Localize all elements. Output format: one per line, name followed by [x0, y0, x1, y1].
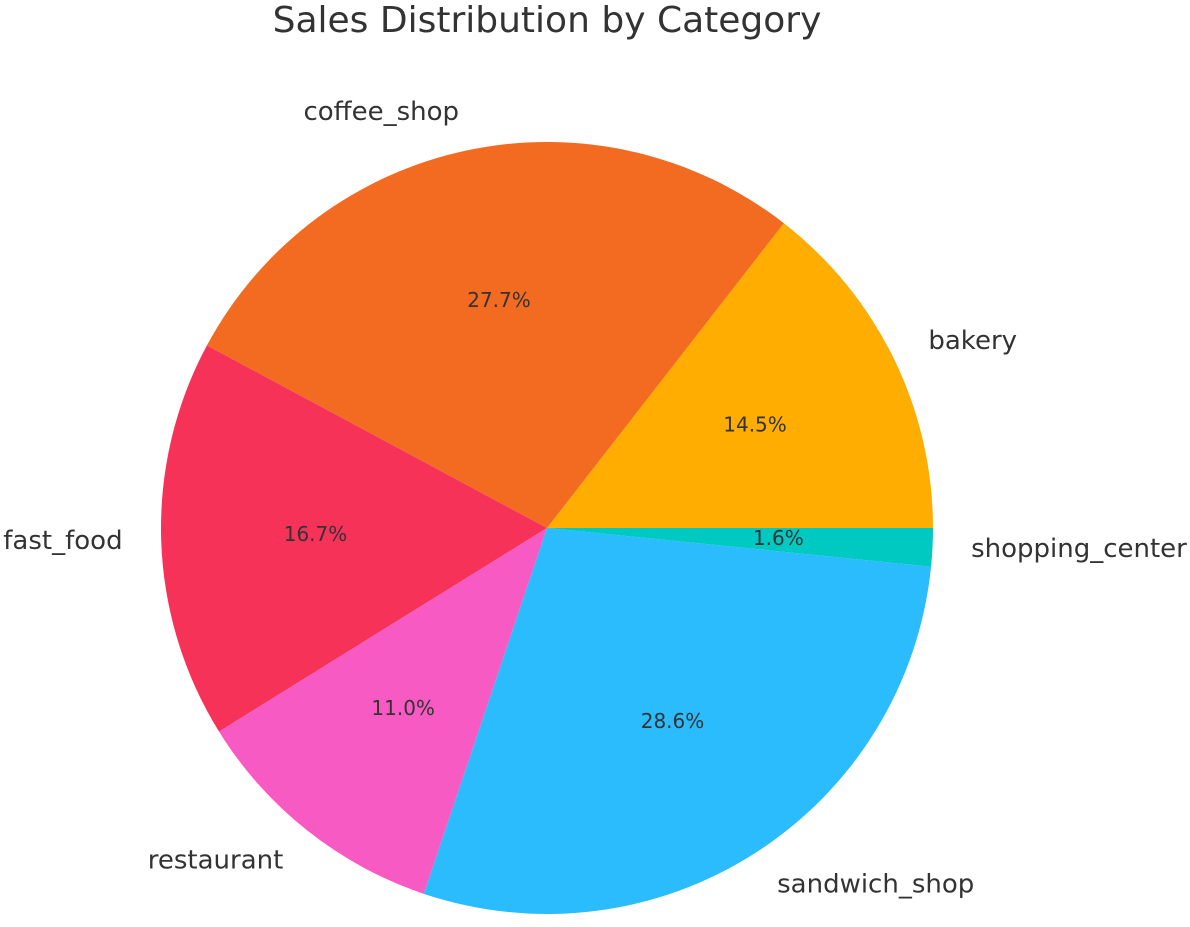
slice-label: fast_food [3, 526, 122, 556]
pie-slice [547, 223, 933, 528]
pie-slice [547, 528, 933, 567]
percent-label: 27.7% [467, 288, 531, 312]
slice-label: coffee_shop [303, 97, 459, 127]
pie-slice [206, 142, 784, 528]
percent-label: 11.0% [371, 696, 435, 720]
percent-label: 16.7% [284, 522, 348, 546]
percent-label: 1.6% [753, 526, 804, 550]
percent-label: 14.5% [723, 413, 787, 437]
pie-slice [423, 528, 932, 915]
pie-slice [161, 345, 547, 732]
slice-label: restaurant [148, 845, 284, 875]
slice-label: bakery [928, 326, 1017, 356]
pie-slice [219, 528, 547, 894]
slice-label: shopping_center [971, 534, 1187, 564]
percent-label: 28.6% [641, 709, 705, 733]
slice-label: sandwich_shop [777, 869, 974, 899]
chart-title: Sales Distribution by Category [273, 0, 822, 41]
